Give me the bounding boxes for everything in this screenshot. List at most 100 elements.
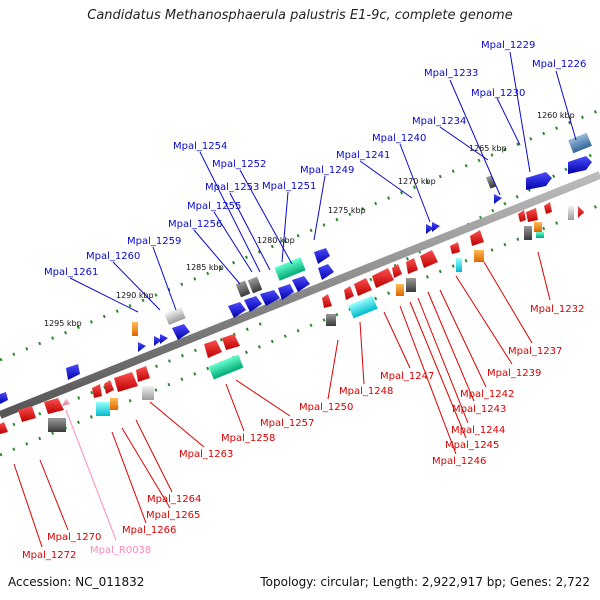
gene-feature bbox=[420, 250, 438, 268]
gene-feature bbox=[406, 278, 416, 292]
kbp-label: 1290 kbp bbox=[116, 291, 154, 300]
gene-feature bbox=[104, 380, 114, 394]
leader-line-rna bbox=[65, 409, 117, 541]
leader-line bbox=[496, 97, 521, 146]
upper-leader-lines bbox=[69, 51, 577, 313]
leader-line bbox=[69, 277, 139, 313]
gene-label: Mpal_1260 bbox=[86, 251, 140, 262]
gene-feature bbox=[235, 280, 251, 298]
gene-feature bbox=[0, 392, 8, 404]
gene-label: Mpal_1247 bbox=[380, 371, 434, 382]
gene-label: Mpal_1241 bbox=[336, 150, 390, 161]
leader-line bbox=[13, 463, 43, 548]
gene-feature bbox=[426, 224, 434, 234]
gene-feature bbox=[544, 202, 552, 214]
gene-label: Mpal_1256 bbox=[168, 219, 222, 230]
gene-feature bbox=[578, 206, 584, 218]
lower-gene-labels: Mpal_1232 Mpal_1237 Mpal_1239 Mpal_1242 … bbox=[22, 304, 584, 561]
gene-label: Mpal_1264 bbox=[147, 494, 201, 505]
leader-line bbox=[383, 311, 411, 369]
leader-line bbox=[399, 143, 431, 223]
leader-line bbox=[213, 211, 253, 273]
gene-feature bbox=[354, 278, 372, 296]
gene-label: Mpal_1270 bbox=[47, 532, 101, 543]
leader-line bbox=[449, 79, 501, 196]
gene-feature bbox=[160, 334, 168, 344]
gene-feature bbox=[164, 307, 186, 325]
upper-dotted-track bbox=[0, 108, 600, 362]
gene-label: Mpal_1226 bbox=[532, 59, 586, 70]
gene-feature bbox=[66, 364, 80, 380]
kbp-label: 1280 kbp bbox=[257, 236, 295, 245]
gene-feature bbox=[278, 284, 294, 300]
gene-feature bbox=[372, 268, 394, 288]
gene-feature bbox=[450, 242, 460, 254]
leader-line bbox=[313, 175, 326, 241]
gene-feature bbox=[292, 276, 310, 292]
gene-label: Mpal_1258 bbox=[221, 433, 275, 444]
gene-feature bbox=[406, 258, 418, 274]
gene-feature bbox=[524, 226, 532, 240]
gene-label: Mpal_1234 bbox=[412, 116, 466, 127]
leader-line bbox=[149, 401, 205, 448]
gene-label: Mpal_1244 bbox=[451, 425, 505, 436]
gene-feature bbox=[534, 222, 542, 232]
gene-feature bbox=[456, 258, 462, 272]
map-title: Candidatus Methanosphaerula palustris E1… bbox=[87, 8, 513, 23]
gene-label: Mpal_1259 bbox=[127, 236, 181, 247]
gene-label: Mpal_1242 bbox=[460, 389, 514, 400]
mid-dotted-track-right bbox=[369, 148, 600, 282]
gene-label: Mpal_1250 bbox=[299, 402, 353, 413]
leader-line bbox=[121, 427, 171, 509]
gene-feature bbox=[44, 398, 64, 414]
gene-feature bbox=[432, 222, 440, 232]
leader-line bbox=[193, 229, 241, 285]
genome-backbone bbox=[0, 171, 600, 419]
gene-label-rna: Mpal_R0038 bbox=[90, 545, 151, 556]
leader-line bbox=[327, 339, 339, 400]
gene-label: Mpal_1229 bbox=[481, 40, 535, 51]
gene-feature bbox=[518, 210, 526, 222]
kbp-label: 1270 kbp bbox=[398, 177, 436, 186]
gene-label: Mpal_1239 bbox=[487, 368, 541, 379]
leader-line bbox=[509, 51, 531, 173]
upper-gene-labels: Mpal_1229 Mpal_1226 Mpal_1233 Mpal_1230 … bbox=[44, 40, 586, 278]
gene-feature bbox=[348, 295, 378, 319]
gene-label: Mpal_1255 bbox=[187, 201, 241, 212]
gene-feature bbox=[470, 230, 484, 246]
gene-feature bbox=[274, 257, 306, 281]
gene-feature bbox=[208, 354, 244, 380]
gene-feature bbox=[154, 336, 162, 346]
gene-feature bbox=[536, 232, 544, 238]
gene-label: Mpal_1233 bbox=[424, 68, 478, 79]
genome-stats-label: Topology: circular; Length: 2,922,917 bp… bbox=[260, 575, 590, 589]
reverse-strand-genes bbox=[0, 202, 584, 434]
gene-feature bbox=[142, 386, 154, 400]
gene-feature bbox=[132, 322, 138, 336]
gene-feature bbox=[318, 264, 334, 280]
gene-label: Mpal_1253 bbox=[205, 182, 259, 193]
leader-line bbox=[39, 459, 69, 531]
gene-feature bbox=[568, 156, 592, 174]
gene-feature bbox=[526, 172, 552, 190]
gene-feature bbox=[392, 264, 402, 278]
gene-label: Mpal_1249 bbox=[300, 165, 354, 176]
gene-feature bbox=[96, 402, 110, 416]
gene-feature bbox=[314, 248, 330, 264]
kbp-label: 1260 kbp bbox=[537, 111, 575, 120]
gene-label: Mpal_1266 bbox=[122, 525, 176, 536]
gene-feature bbox=[244, 296, 262, 312]
gene-label: Mpal_1232 bbox=[530, 304, 584, 315]
forward-strand-genes bbox=[0, 156, 592, 404]
gene-feature bbox=[204, 340, 222, 358]
gene-feature bbox=[62, 398, 70, 406]
leader-line bbox=[409, 301, 467, 439]
leader-line bbox=[483, 261, 533, 344]
gene-feature bbox=[172, 324, 190, 340]
gene-feature bbox=[396, 284, 404, 296]
gene-label: Mpal_1237 bbox=[508, 346, 562, 357]
lower-leader-lines bbox=[13, 251, 551, 548]
gene-feature bbox=[485, 175, 497, 189]
gene-feature bbox=[260, 290, 280, 306]
